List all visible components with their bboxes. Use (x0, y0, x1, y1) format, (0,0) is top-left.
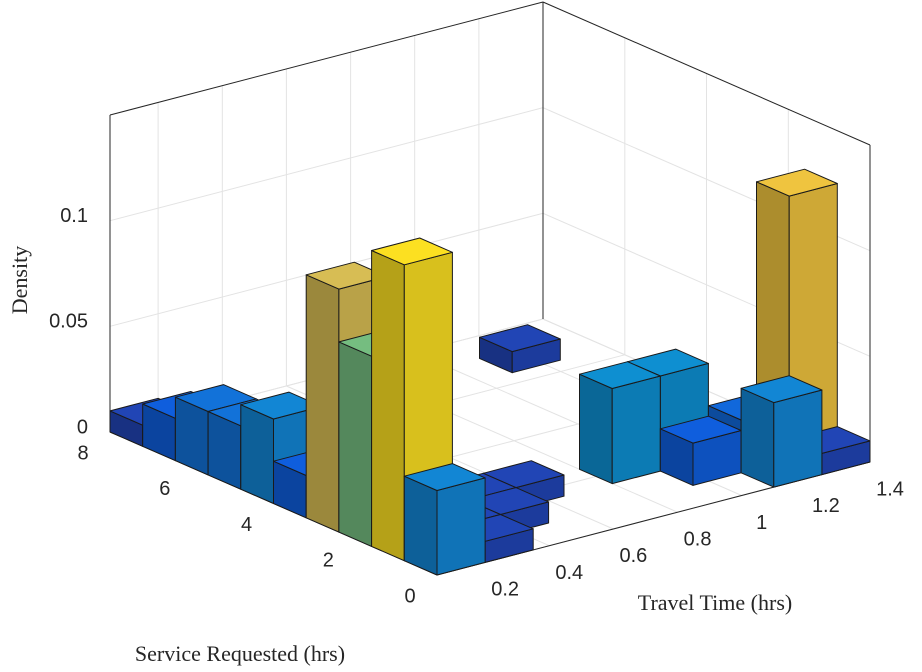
bar-side (403, 475, 438, 576)
x-axis-label: Travel Time (hrs) (638, 590, 792, 615)
bar-side (240, 404, 274, 504)
x-tick-label: 1 (756, 512, 767, 534)
y-tick-label: 8 (77, 442, 88, 464)
bar-top (756, 168, 838, 197)
bar-top (371, 237, 453, 266)
x-tick-label: 1.2 (812, 495, 840, 517)
y-tick-label: 4 (241, 514, 252, 536)
axis-box-edge (542, 1, 871, 146)
bar (740, 375, 823, 488)
labels-layer: 0.2 0.4 0.6 0.8 1 1.2 1.4 0 2 4 6 8 0 0.05 0.1 (49, 205, 904, 607)
x-tick-label: 0.8 (684, 529, 712, 551)
bar-side (371, 250, 405, 562)
bar-side (740, 387, 775, 488)
z-tick-label: 0 (77, 416, 88, 438)
bar-top (305, 261, 388, 290)
bar (579, 361, 661, 485)
bar-side (338, 341, 373, 547)
bar-top (740, 375, 823, 404)
bar-side (305, 274, 340, 533)
z-tick-label: 0.05 (49, 311, 88, 333)
z-axis-label: Density (7, 246, 32, 314)
bar-top (659, 415, 742, 444)
y-tick-label: 2 (323, 550, 334, 572)
bar-front (436, 477, 486, 576)
bar-front (611, 375, 661, 485)
x-tick-label: 0.6 (620, 545, 648, 567)
x-tick-label: 0.2 (491, 579, 519, 601)
bar (479, 324, 561, 374)
y-axis-label: Service Requested (hrs) (135, 641, 345, 666)
bar (659, 415, 742, 486)
bar-top (479, 324, 561, 353)
z-tick-label: 0.1 (60, 205, 88, 227)
bar-top (403, 463, 486, 491)
bar (403, 463, 486, 576)
y-tick-label: 0 (404, 585, 415, 607)
bar-top (579, 361, 661, 389)
axis-box-edge (109, 1, 544, 116)
bars-layer (109, 168, 871, 576)
y-tick-label: 6 (159, 478, 170, 500)
x-tick-label: 1.4 (876, 478, 904, 500)
x-tick-label: 0.4 (555, 562, 583, 584)
bar-front (773, 389, 823, 488)
bar-side (579, 373, 613, 485)
bar-top (240, 391, 323, 420)
